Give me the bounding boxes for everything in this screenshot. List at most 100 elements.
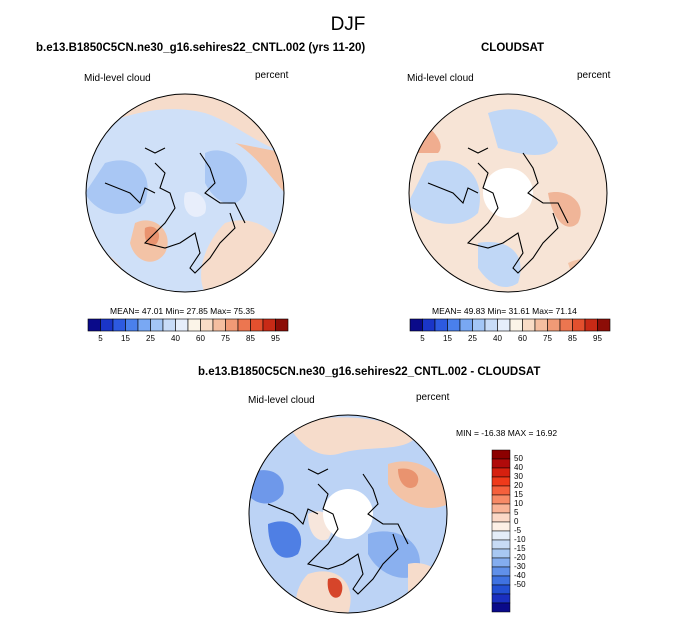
colorbar-swatch: [491, 539, 511, 550]
panel2-stats: MEAN= 49.83 Min= 31.61 Max= 71.14: [432, 306, 577, 316]
panel3-stats: MIN = -16.38 MAX = 16.92: [456, 428, 558, 438]
colorbar-label: 40: [514, 463, 523, 472]
colorbar-swatch: [100, 318, 114, 332]
colorbar-swatch: [572, 318, 586, 332]
colorbar-tick-label: 15: [121, 334, 130, 343]
colorbar-label: -40: [514, 571, 526, 580]
colorbar-swatch: [491, 593, 511, 604]
colorbar-tick-label: 25: [468, 334, 477, 343]
colorbar-swatch: [237, 318, 251, 332]
colorbar-swatch: [137, 318, 151, 332]
colorbar-swatch: [212, 318, 226, 332]
colorbar-label: -15: [514, 544, 526, 553]
panel2-polar-map: [408, 93, 608, 293]
colorbar-swatch: [491, 449, 511, 460]
colorbar-tick-label: 25: [146, 334, 155, 343]
colorbar-swatch: [422, 318, 436, 332]
colorbar-swatch: [162, 318, 176, 332]
panel1-colorbar-ticks: 5 15 25 40 60 75 85 95: [88, 334, 288, 346]
colorbar-label: 15: [514, 490, 523, 499]
colorbar-swatch: [497, 318, 511, 332]
colorbar-label: -20: [514, 553, 526, 562]
colorbar-tick-label: 85: [246, 334, 255, 343]
colorbar-swatch: [491, 485, 511, 496]
colorbar-swatch: [250, 318, 264, 332]
colorbar-label: 5: [514, 508, 519, 517]
colorbar-swatch: [491, 575, 511, 586]
colorbar-swatch: [522, 318, 536, 332]
colorbar-label: 50: [514, 454, 523, 463]
colorbar-swatch: [491, 602, 511, 613]
colorbar-tick-label: 75: [543, 334, 552, 343]
panel1-right-label: percent: [255, 70, 289, 81]
colorbar-label: 20: [514, 481, 523, 490]
colorbar-swatch: [491, 476, 511, 487]
panel2-colorbar: [409, 318, 611, 332]
colorbar-swatch: [491, 503, 511, 514]
panel1-polar-map: [85, 93, 285, 293]
panel1-subtitle: b.e13.B1850C5CN.ne30_g16.sehires22_CNTL.…: [36, 42, 366, 54]
colorbar-tick-label: 75: [221, 334, 230, 343]
colorbar-swatch: [534, 318, 548, 332]
colorbar-tick-label: 15: [443, 334, 452, 343]
colorbar-label: -30: [514, 562, 526, 571]
panel2-colorbar-ticks: 5 15 25 40 60 75 85 95: [410, 334, 610, 346]
colorbar-swatch: [491, 566, 511, 577]
colorbar-swatch: [125, 318, 139, 332]
colorbar-swatch: [491, 584, 511, 595]
colorbar-label: 10: [514, 499, 523, 508]
colorbar-swatch: [447, 318, 461, 332]
colorbar-swatch: [175, 318, 189, 332]
colorbar-tick-label: 95: [593, 334, 602, 343]
colorbar-tick-label: 85: [568, 334, 577, 343]
colorbar-swatch: [509, 318, 523, 332]
panel3-subtitle: b.e13.B1850C5CN.ne30_g16.sehires22_CNTL.…: [198, 366, 541, 378]
colorbar-swatch: [491, 458, 511, 469]
colorbar-swatch: [434, 318, 448, 332]
colorbar-tick-label: 60: [518, 334, 527, 343]
panel3-colorbar-labels: 50 40 30 20 15 10 5 0 -5 -10 -15 -20 -30 -40 -50: [514, 450, 544, 612]
colorbar-swatch: [409, 318, 423, 332]
colorbar-tick-label: 40: [493, 334, 502, 343]
colorbar-swatch: [597, 318, 611, 332]
colorbar-tick-label: 5: [420, 334, 425, 343]
colorbar-swatch: [491, 557, 511, 568]
colorbar-tick-label: 5: [98, 334, 103, 343]
colorbar-label: -50: [514, 580, 526, 589]
colorbar-tick-label: 60: [196, 334, 205, 343]
colorbar-swatch: [484, 318, 498, 332]
colorbar-swatch: [491, 467, 511, 478]
colorbar-swatch: [491, 512, 511, 523]
panel3-right-label: percent: [416, 392, 450, 403]
page-title: DJF: [330, 14, 366, 35]
colorbar-swatch: [150, 318, 164, 332]
panel2-left-label: Mid-level cloud: [407, 73, 474, 84]
colorbar-swatch: [225, 318, 239, 332]
colorbar-swatch: [275, 318, 289, 332]
panel3-polar-map: [248, 414, 448, 614]
colorbar-swatch: [200, 318, 214, 332]
panel2-subtitle: CLOUDSAT: [481, 42, 545, 54]
colorbar-swatch: [459, 318, 473, 332]
colorbar-label: -5: [514, 526, 522, 535]
panel1-left-label: Mid-level cloud: [84, 73, 151, 84]
panel2-right-label: percent: [577, 70, 611, 81]
colorbar-label: 0: [514, 517, 519, 526]
colorbar-tick-label: 40: [171, 334, 180, 343]
colorbar-swatch: [491, 548, 511, 559]
colorbar-swatch: [547, 318, 561, 332]
colorbar-swatch: [559, 318, 573, 332]
panel3-left-label: Mid-level cloud: [248, 395, 315, 406]
panel3-colorbar: [491, 449, 511, 613]
colorbar-label: 30: [514, 472, 523, 481]
colorbar-swatch: [491, 521, 511, 532]
panel1-colorbar: [87, 318, 289, 332]
colorbar-label: -10: [514, 535, 526, 544]
colorbar-swatch: [491, 494, 511, 505]
colorbar-tick-label: 95: [271, 334, 280, 343]
colorbar-swatch: [87, 318, 101, 332]
colorbar-swatch: [491, 530, 511, 541]
colorbar-swatch: [112, 318, 126, 332]
colorbar-swatch: [584, 318, 598, 332]
colorbar-swatch: [472, 318, 486, 332]
